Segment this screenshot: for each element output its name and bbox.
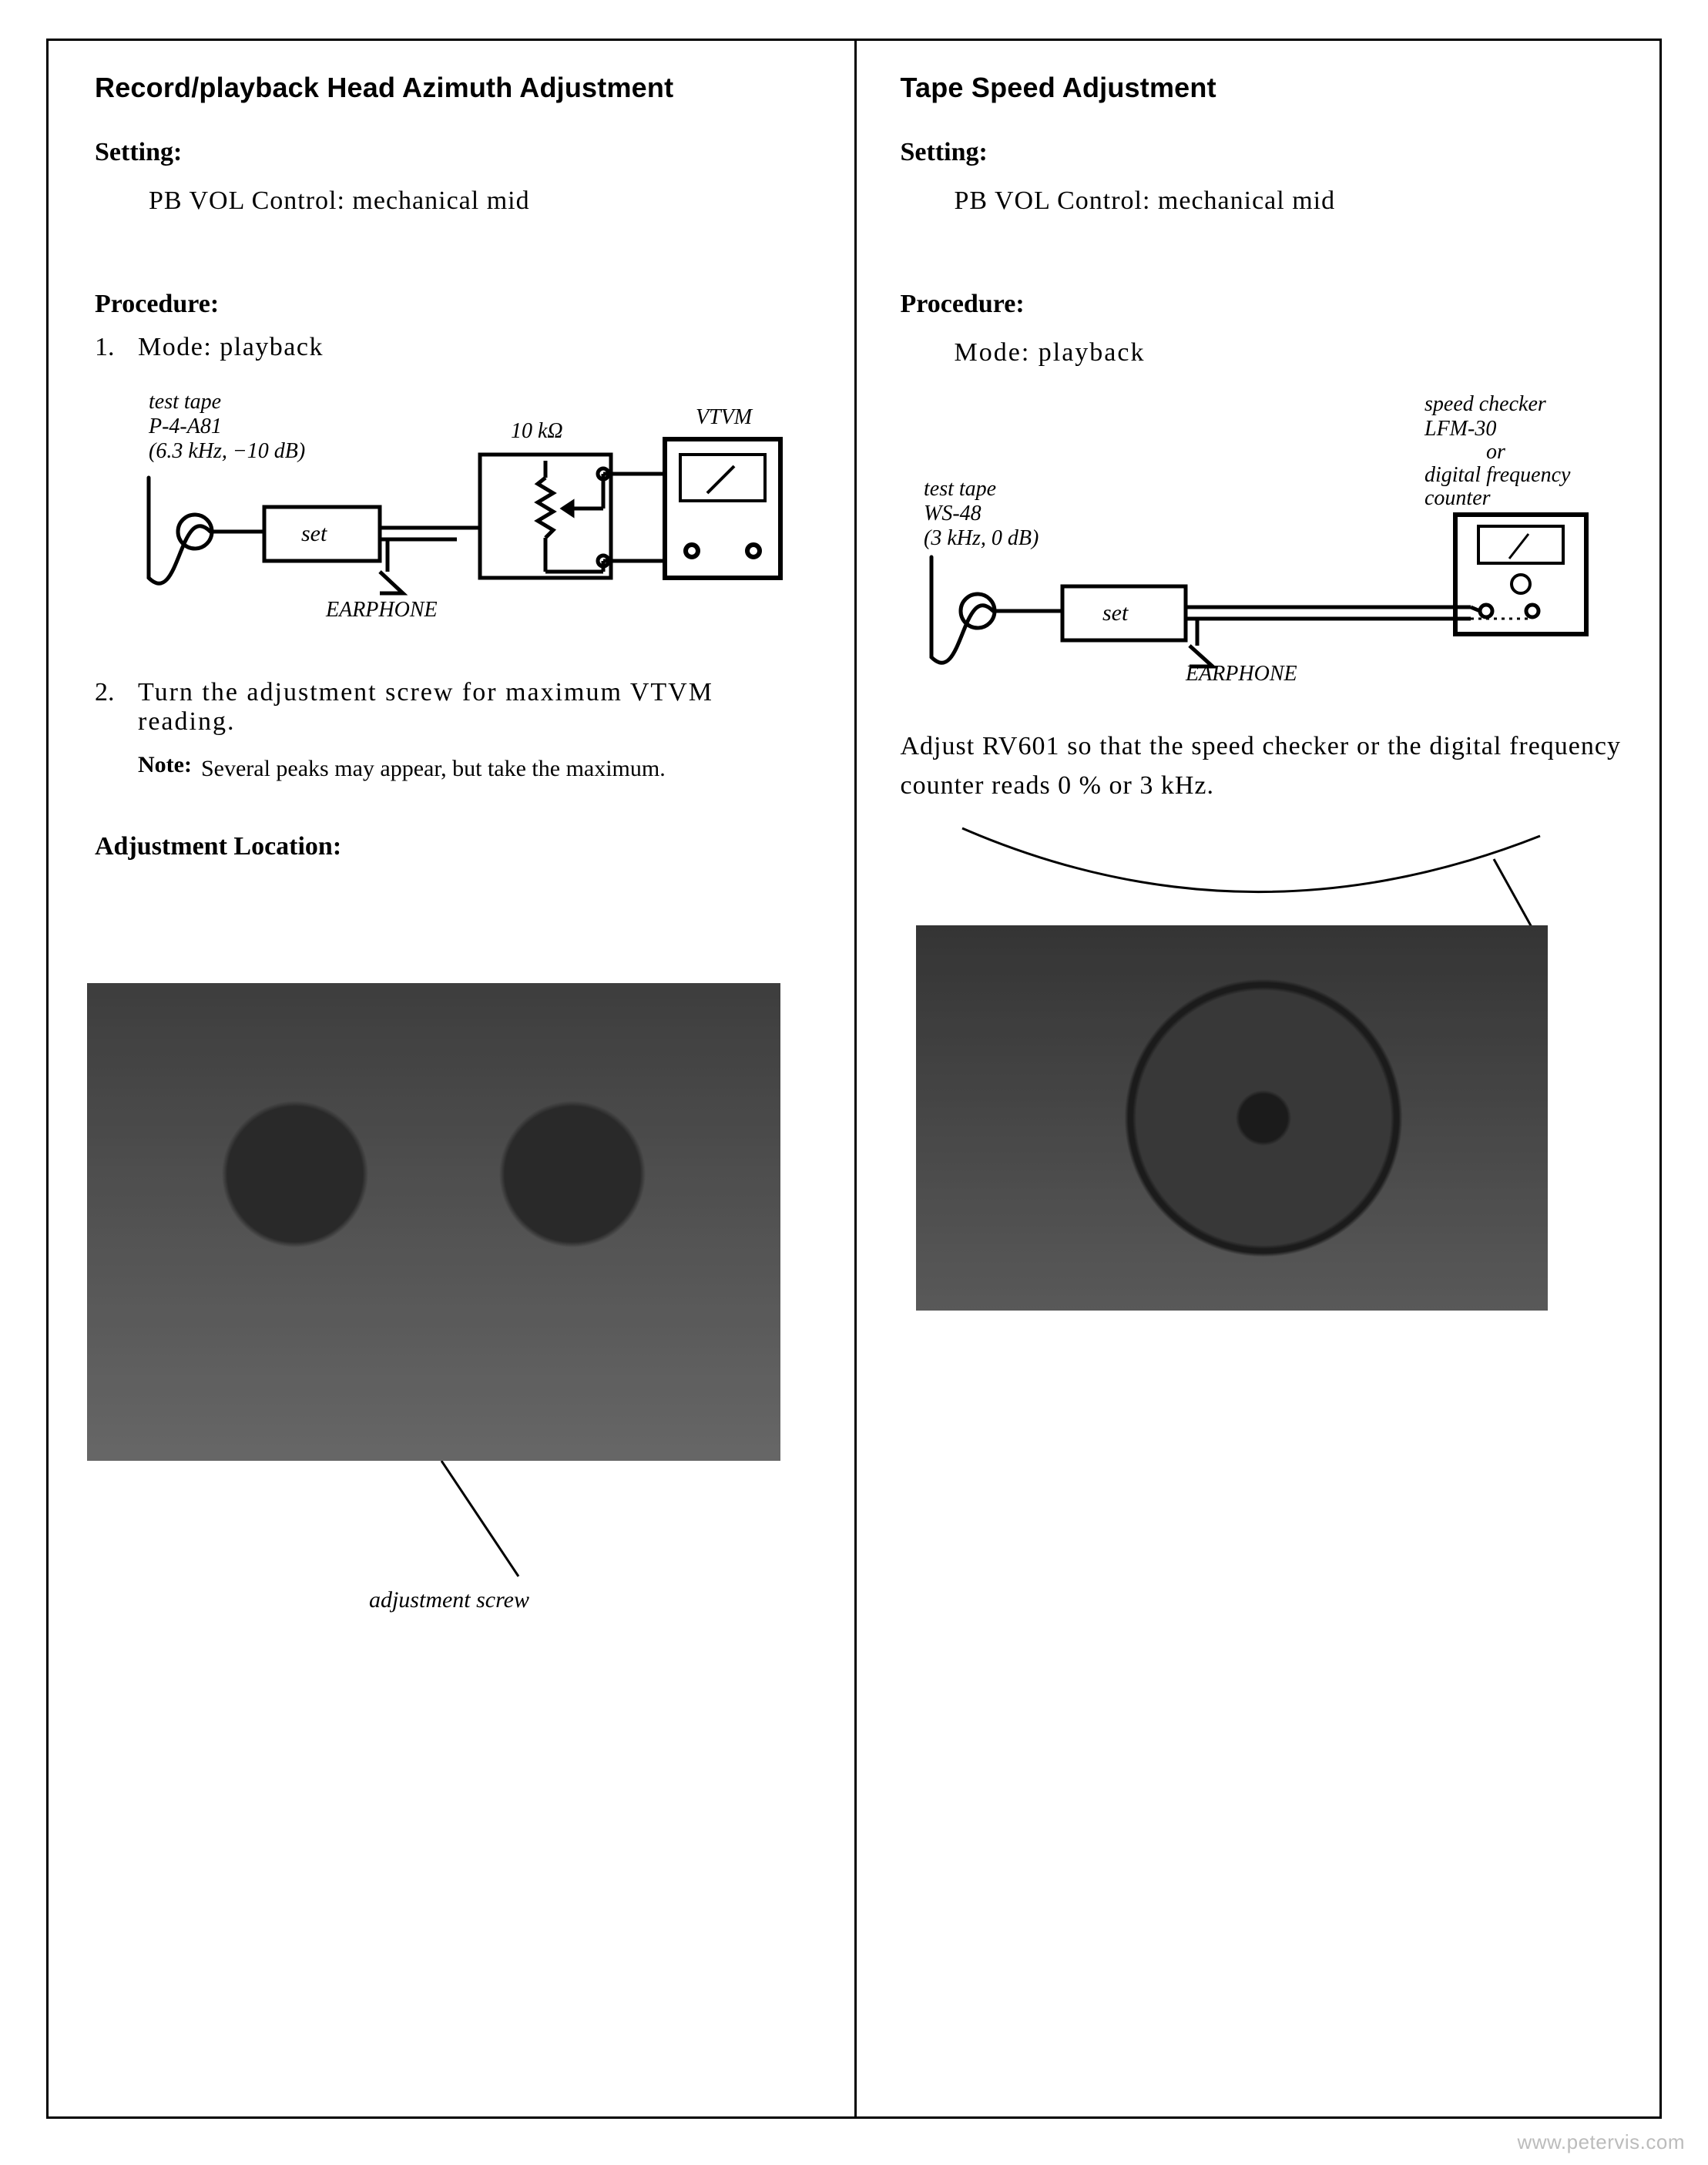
d1-tape-l1: test tape [149, 390, 221, 414]
d2-chk-l2: LFM-30 [1424, 417, 1496, 441]
d2-tape-l2: WS-48 [924, 502, 982, 525]
d2-tape-l3: (3 kHz, 0 dB) [924, 526, 1039, 550]
right-setting-text: PB VOL Control: mechanical mid [901, 181, 1622, 220]
speed-diagram-svg: test tape WS-48 (3 kHz, 0 dB) EARPHONE s… [901, 380, 1640, 703]
d2-chk-or: or [1486, 440, 1505, 464]
left-step-1: 1. Mode: playback [95, 333, 816, 362]
right-diagram: test tape WS-48 (3 kHz, 0 dB) EARPHONE s… [901, 380, 1622, 703]
d2-set: set [1102, 600, 1129, 626]
note-text: Several peaks may appear, but take the m… [201, 752, 816, 786]
left-diagram: test tape P-4-A81 (6.3 kHz, −10 dB) 10 k… [95, 378, 816, 655]
left-step-2: 2. Turn the adjustment screw for maximum… [95, 678, 816, 737]
note-label: Note: [138, 752, 192, 786]
d1-vtvm: VTVM [696, 405, 753, 429]
d2-chk-l3: digital frequency [1424, 463, 1571, 487]
d1-tape-l2: P-4-A81 [148, 415, 222, 438]
page-frame: Record/playback Head Azimuth Adjustment … [46, 39, 1662, 2119]
d2-chk-l4: counter [1424, 486, 1491, 510]
step-text: Mode: playback [138, 333, 816, 362]
right-procedure-label: Procedure: [901, 290, 1622, 319]
watermark: www.petervis.com [1518, 2130, 1686, 2154]
left-adj-loc-label: Adjustment Location: [95, 832, 816, 861]
right-adjust-text: Adjust RV601 so that the speed checker o… [901, 727, 1622, 805]
left-column: Record/playback Head Azimuth Adjustment … [49, 41, 854, 2116]
right-setting-label: Setting: [901, 138, 1622, 167]
d1-earphone: EARPHONE [325, 598, 438, 622]
d1-tape-l3: (6.3 kHz, −10 dB) [149, 439, 305, 463]
right-title: Tape Speed Adjustment [901, 72, 1622, 104]
left-photo [87, 983, 780, 1461]
left-procedure-label: Procedure: [95, 290, 816, 319]
left-title: Record/playback Head Azimuth Adjustment [95, 72, 816, 104]
right-mode-text: Mode: playback [901, 333, 1622, 372]
right-photo [916, 925, 1548, 1311]
step-text: Turn the adjustment screw for maximum VT… [138, 678, 816, 737]
left-setting-text: PB VOL Control: mechanical mid [95, 181, 816, 220]
step-num: 1. [95, 333, 138, 362]
right-column: Tape Speed Adjustment Setting: PB VOL Co… [854, 41, 1660, 2116]
page: Record/playback Head Azimuth Adjustment … [0, 0, 1708, 2165]
azimuth-diagram-svg: test tape P-4-A81 (6.3 kHz, −10 dB) 10 k… [95, 378, 804, 655]
right-callout-arc [901, 813, 1594, 928]
d1-set: set [301, 521, 327, 546]
left-callout-label: adjustment screw [295, 1587, 603, 1613]
d2-chk-l1: speed checker [1424, 392, 1546, 416]
step-num: 2. [95, 678, 138, 737]
left-setting-label: Setting: [95, 138, 816, 167]
d1-resistor: 10 kΩ [511, 419, 563, 443]
left-note: Note: Several peaks may appear, but take… [95, 752, 816, 786]
d2-tape-l1: test tape [924, 477, 996, 501]
